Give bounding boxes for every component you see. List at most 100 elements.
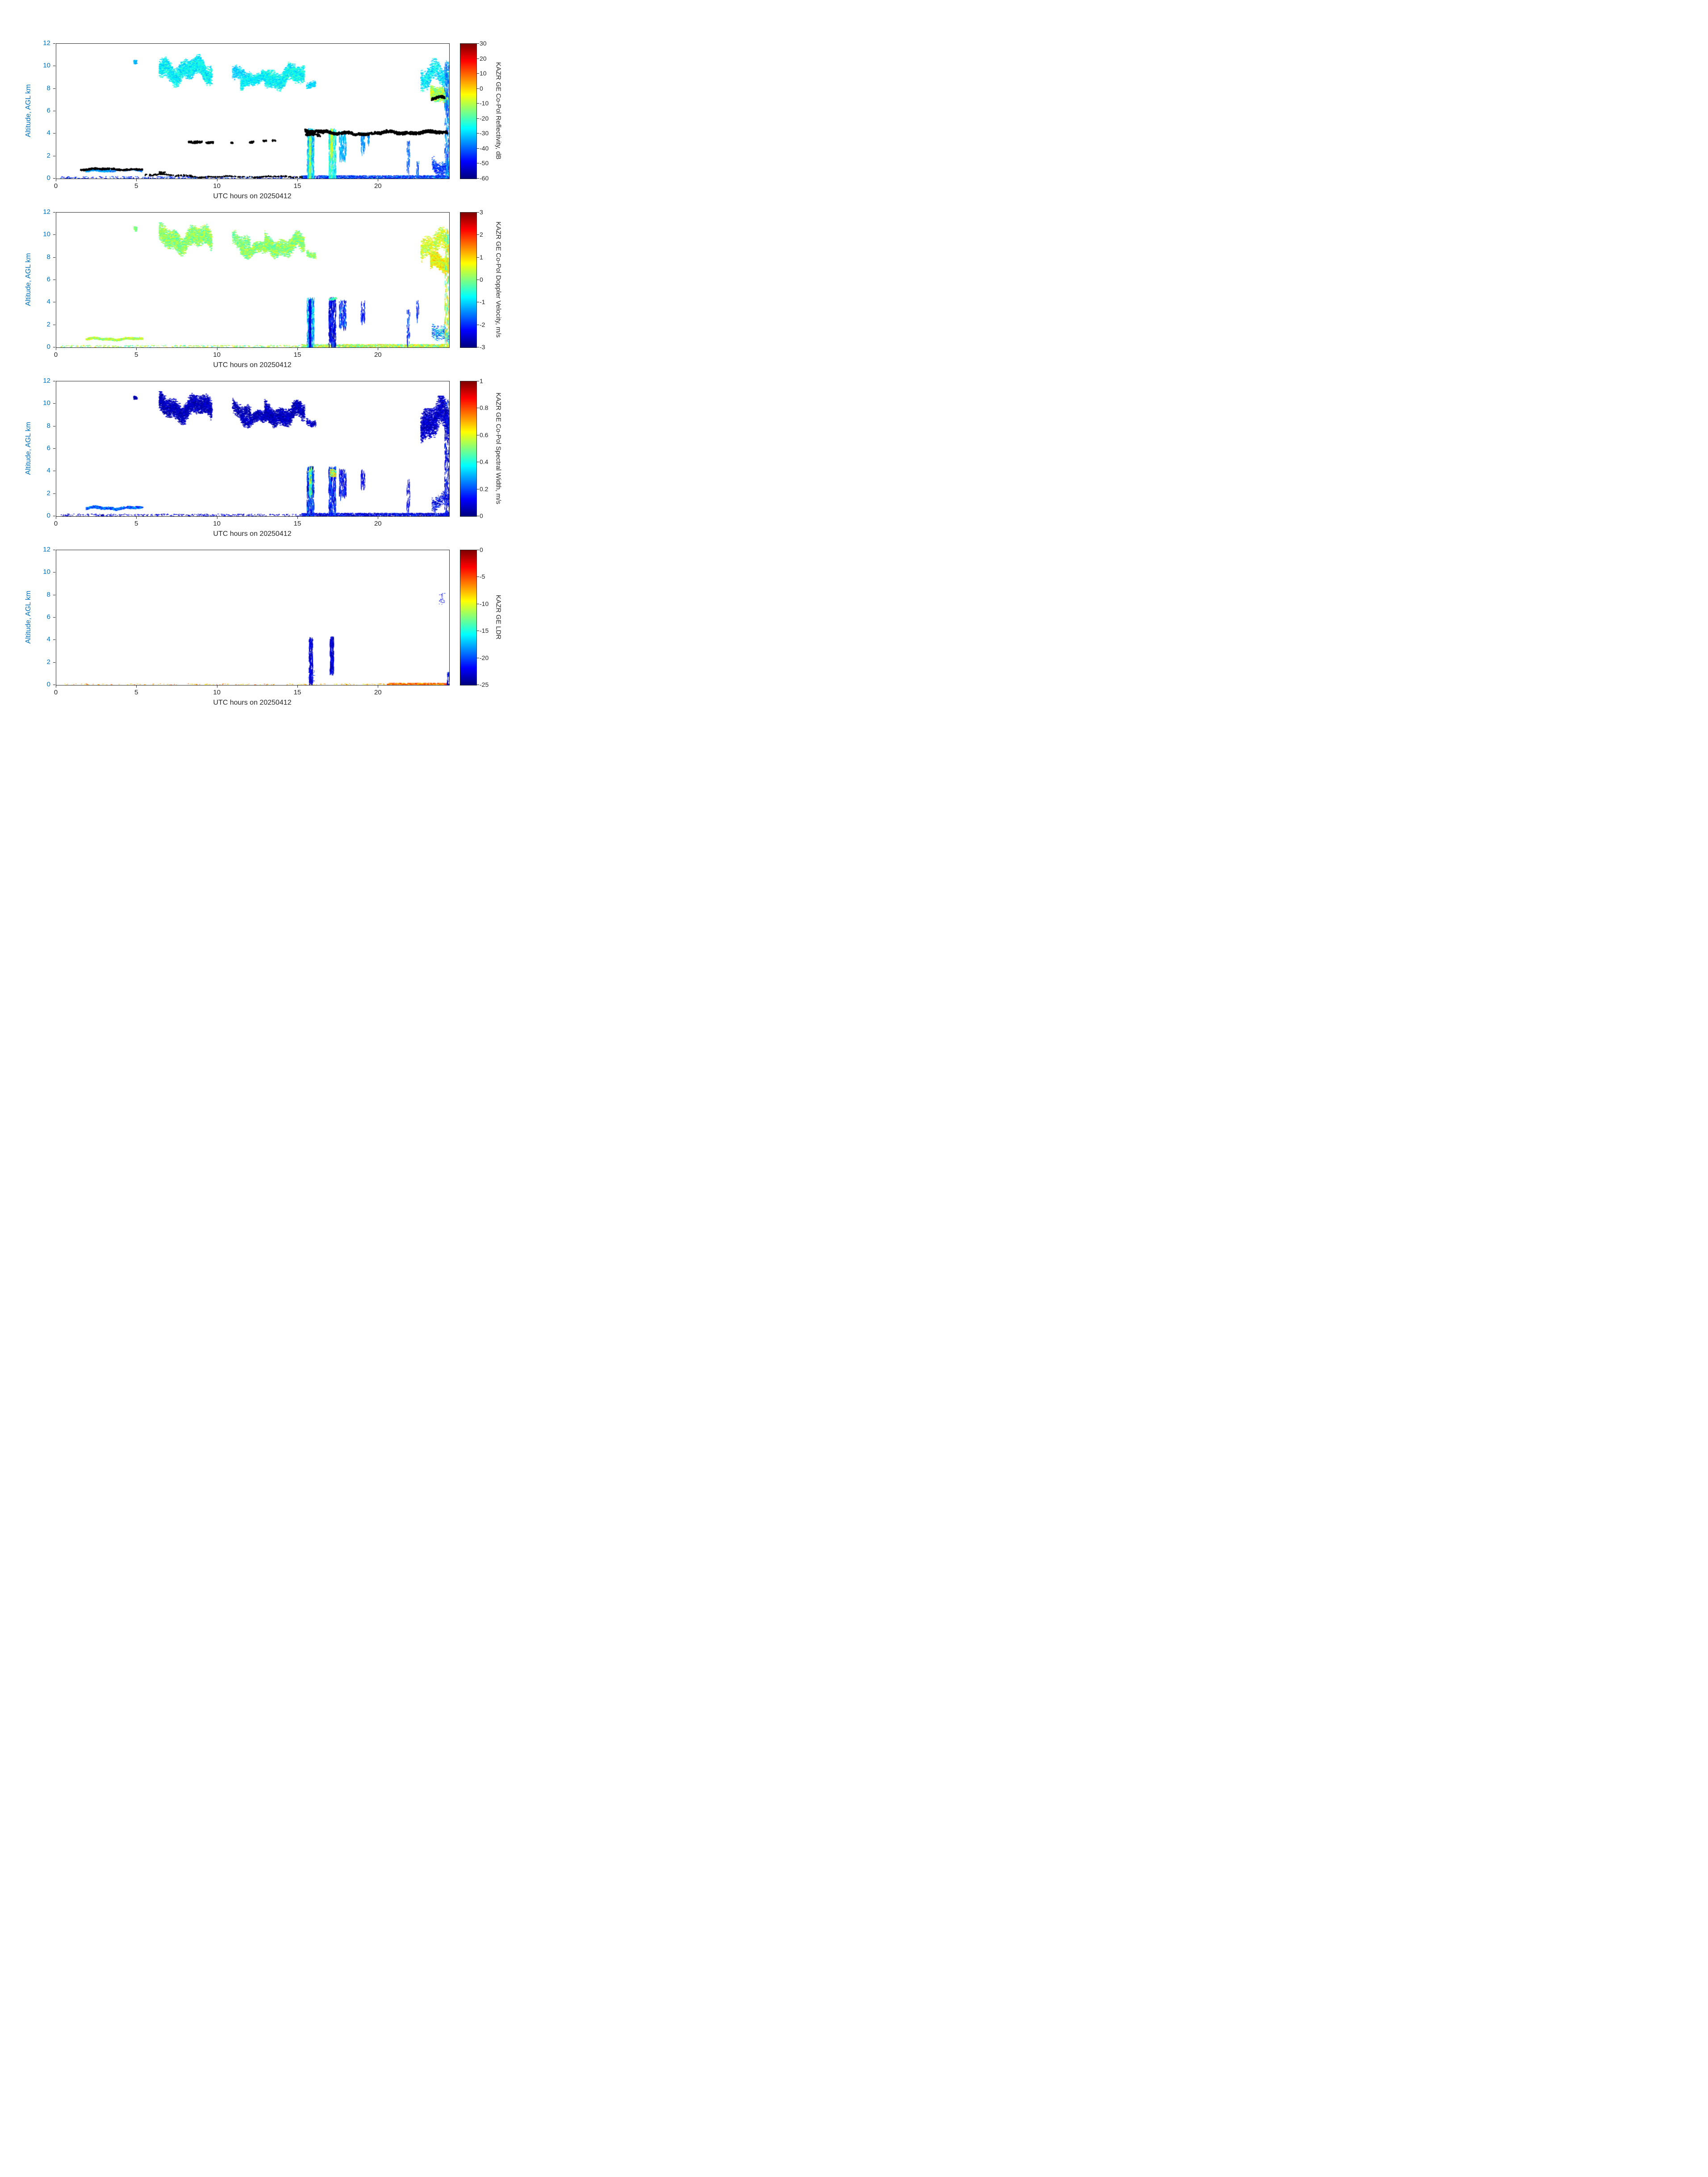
x-tick-label: 5 xyxy=(134,520,138,527)
colorbar-tick-mark xyxy=(477,178,479,179)
y-tick-mark xyxy=(53,662,55,663)
y-tick-mark xyxy=(53,448,55,449)
colorbar-tick-label: 30 xyxy=(480,40,487,47)
colorbar-tick-mark xyxy=(477,133,479,134)
x-axis-label: UTC hours on 20250412 xyxy=(213,530,292,538)
x-tick-label: 0 xyxy=(54,520,58,527)
x-tick-label: 20 xyxy=(374,689,382,696)
y-tick-mark xyxy=(53,493,55,494)
colorbar-tick-label: -40 xyxy=(480,144,489,152)
y-tick-mark xyxy=(53,43,55,44)
colorbar-tick-label: -1 xyxy=(480,298,485,306)
x-axis-label: UTC hours on 20250412 xyxy=(213,361,292,369)
colorbar-tick-label: 3 xyxy=(480,209,483,216)
colorbar-tick-label: -3 xyxy=(480,343,485,351)
colorbar-tick-mark xyxy=(477,103,479,104)
y-tick-label: 8 xyxy=(46,84,50,92)
colorbar-tick-label: 0.8 xyxy=(480,404,489,412)
colorbar-tick-label: 0 xyxy=(480,84,483,92)
x-tick-label: 10 xyxy=(213,351,221,359)
y-tick-label: 8 xyxy=(46,422,50,430)
panel-reflectivity: Altitude, AGL km UTC hours on 20250412 K… xyxy=(0,39,569,212)
colorbar-gradient-canvas xyxy=(460,44,476,179)
y-tick-mark xyxy=(53,88,55,89)
x-tick-label: 0 xyxy=(54,689,58,696)
colorbar-tick-mark xyxy=(477,257,479,258)
ldr-heatmap-canvas xyxy=(56,550,449,685)
doppler-velocity-heatmap-canvas xyxy=(56,213,449,347)
x-tick-label: 15 xyxy=(293,351,301,359)
colorbar-tick-mark xyxy=(477,118,479,119)
colorbar-tick-label: 0.4 xyxy=(480,458,489,466)
panel-spectral-width: Altitude, AGL km UTC hours on 20250412 K… xyxy=(0,377,569,550)
x-tick-label: 20 xyxy=(374,520,382,527)
reflectivity-heatmap-canvas xyxy=(56,44,449,179)
colorbar-tick-label: 0.6 xyxy=(480,431,489,439)
colorbar-tick-label: 1 xyxy=(480,253,483,261)
y-tick-label: 10 xyxy=(43,568,50,576)
y-tick-label: 0 xyxy=(46,512,50,519)
colorbar-gradient-canvas xyxy=(460,381,476,516)
x-tick-label: 20 xyxy=(374,351,382,359)
x-tick-mark xyxy=(136,348,137,350)
kazr-quicklook-figure: Altitude, AGL km UTC hours on 20250412 K… xyxy=(0,0,569,726)
y-tick-mark xyxy=(53,257,55,258)
colorbar-tick-label: -10 xyxy=(480,100,489,107)
y-tick-label: 2 xyxy=(46,151,50,159)
y-tick-label: 6 xyxy=(46,444,50,452)
colorbar-tick-mark xyxy=(477,58,479,59)
y-tick-label: 12 xyxy=(43,546,50,553)
colorbar-spectral-width xyxy=(460,381,477,517)
colorbar-tick-label: -30 xyxy=(480,130,489,137)
x-axis-label: UTC hours on 20250412 xyxy=(213,699,292,706)
colorbar-tick-label: 0 xyxy=(480,512,483,519)
colorbar-tick-mark xyxy=(477,212,479,213)
x-tick-label: 5 xyxy=(134,689,138,696)
x-tick-mark xyxy=(136,179,137,181)
x-tick-mark xyxy=(297,179,298,181)
plot-area-ldr xyxy=(56,550,450,685)
y-tick-mark xyxy=(53,212,55,213)
y-tick-label: 6 xyxy=(46,107,50,114)
colorbar-tick-label: 0 xyxy=(480,546,483,553)
colorbar-tick-mark xyxy=(477,43,479,44)
y-tick-mark xyxy=(53,403,55,404)
y-tick-label: 8 xyxy=(46,590,50,598)
x-tick-label: 15 xyxy=(293,520,301,527)
x-tick-label: 10 xyxy=(213,689,221,696)
y-tick-label: 4 xyxy=(46,298,50,306)
colorbar-tick-label: -5 xyxy=(480,573,485,581)
y-tick-label: 6 xyxy=(46,613,50,621)
x-tick-mark xyxy=(297,348,298,350)
y-tick-label: 12 xyxy=(43,39,50,47)
y-tick-label: 2 xyxy=(46,320,50,328)
colorbar-tick-mark xyxy=(477,88,479,89)
y-tick-label: 4 xyxy=(46,129,50,137)
y-tick-label: 6 xyxy=(46,276,50,283)
colorbar-tick-label: -20 xyxy=(480,654,489,661)
y-tick-mark xyxy=(53,234,55,235)
y-tick-mark xyxy=(53,178,55,179)
x-tick-mark xyxy=(297,685,298,688)
y-tick-label: 4 xyxy=(46,467,50,475)
colorbar-gradient-canvas xyxy=(460,550,476,685)
x-tick-label: 15 xyxy=(293,689,301,696)
colorbar-label: KAZR GE Co-Pol Spectral Width, m/s xyxy=(494,392,502,505)
y-tick-mark xyxy=(53,639,55,640)
colorbar-tick-label: -10 xyxy=(480,600,489,607)
colorbar-label: KAZR GE Co-Pol Reflectivity, dB xyxy=(494,62,502,160)
colorbar-tick-mark xyxy=(477,73,479,74)
x-tick-mark xyxy=(136,685,137,688)
colorbar-tick-mark xyxy=(477,234,479,235)
y-tick-label: 10 xyxy=(43,62,50,70)
x-axis-label: UTC hours on 20250412 xyxy=(213,192,292,200)
colorbar-tick-label: -20 xyxy=(480,114,489,122)
plot-area-reflectivity xyxy=(56,43,450,179)
colorbar-tick-mark xyxy=(477,148,479,149)
colorbar-doppler-velocity xyxy=(460,212,477,348)
colorbar-tick-label: -50 xyxy=(480,159,489,167)
colorbar-gradient-canvas xyxy=(460,213,476,347)
y-tick-label: 10 xyxy=(43,399,50,407)
y-tick-label: 0 xyxy=(46,174,50,182)
y-tick-label: 12 xyxy=(43,208,50,216)
